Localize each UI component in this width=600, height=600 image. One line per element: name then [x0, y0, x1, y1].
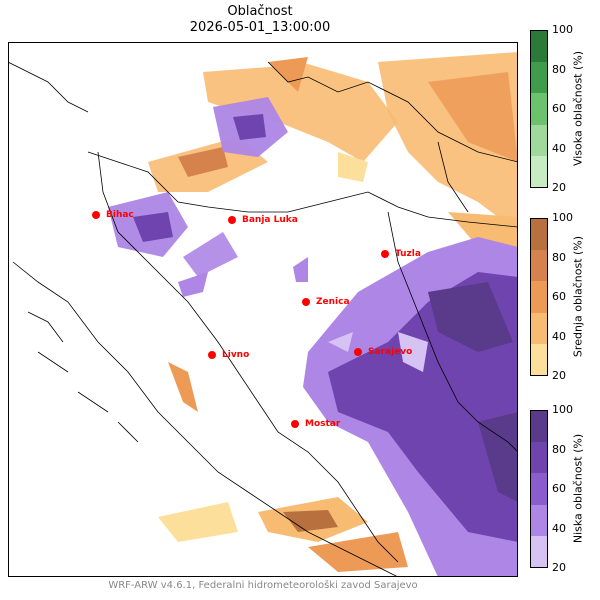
- colorbar-segment: [531, 218, 547, 251]
- city-tuzla[interactable]: Tuzla: [381, 249, 421, 259]
- colorbar-tick: 60: [552, 102, 566, 115]
- colorbar-tick: 40: [552, 141, 566, 155]
- footer-credit: WRF-ARW v4.6.1, Federalni hidrometeorolo…: [108, 580, 418, 591]
- colorbar-tick: 80: [552, 62, 566, 76]
- city-livno[interactable]: Livno: [208, 350, 249, 360]
- svg-text:Banja Luka: Banja Luka: [242, 215, 298, 225]
- colorbar-segment: [531, 535, 547, 567]
- colorbar-tick: 60: [552, 290, 566, 303]
- colorbar-segment: [531, 30, 547, 63]
- colorbar-tick: 40: [552, 521, 566, 535]
- colorbar-segment: [531, 343, 547, 375]
- map-title: Oblačnost: [227, 4, 293, 19]
- colorbar-segment: [531, 312, 547, 344]
- colorbar-tick: 100: [552, 23, 573, 36]
- colorbar-segment: [531, 410, 547, 443]
- city-markers: Bihac Banja Luka Tuzla Zenica Livno Sara…: [92, 210, 421, 429]
- colorbar-tick: 100: [552, 211, 573, 224]
- svg-text:Sarajevo: Sarajevo: [368, 347, 412, 357]
- colorbar-segment: [531, 124, 547, 156]
- map-canvas: Bihac Banja Luka Tuzla Zenica Livno Sara…: [8, 42, 518, 577]
- colorbar-tick: 20: [552, 561, 566, 574]
- medium-cloud-layer: [148, 52, 518, 572]
- city-banja-luka[interactable]: Banja Luka: [228, 215, 298, 225]
- low-cloud-layer: [108, 97, 518, 577]
- svg-text:Livno: Livno: [222, 350, 249, 360]
- city-zenica[interactable]: Zenica: [302, 297, 350, 307]
- colorbar-segment: [531, 155, 547, 187]
- colorbar-tick: 100: [552, 403, 573, 416]
- colorbar-2: [530, 410, 548, 568]
- svg-text:Tuzla: Tuzla: [395, 249, 421, 259]
- map-timestamp: 2026-05-01_13:00:00: [189, 20, 331, 35]
- colorbar-segment: [531, 281, 547, 313]
- colorbar-segment: [531, 504, 547, 536]
- colorbar-segment: [531, 93, 547, 125]
- svg-text:Zenica: Zenica: [316, 297, 350, 307]
- colorbar-tick: 80: [552, 442, 566, 456]
- colorbar-tick: 80: [552, 250, 566, 264]
- city-bihac[interactable]: Bihac: [92, 210, 134, 220]
- colorbar-label: Niska oblačnost (%): [571, 433, 585, 544]
- svg-text:Bihac: Bihac: [106, 210, 134, 220]
- colorbar-1: [530, 218, 548, 376]
- cloud-cover-map: Bihac Banja Luka Tuzla Zenica Livno Sara…: [8, 42, 518, 577]
- colorbar-segment: [531, 250, 547, 282]
- svg-text:Mostar: Mostar: [305, 419, 341, 429]
- colorbar-segment: [531, 473, 547, 505]
- colorbar-label: Srednja oblačnost (%): [571, 235, 585, 358]
- city-mostar[interactable]: Mostar: [291, 419, 341, 429]
- colorbar-tick: 40: [552, 329, 566, 343]
- city-sarajevo[interactable]: Sarajevo: [354, 347, 412, 357]
- colorbar-label: Visoka oblačnost (%): [571, 50, 585, 167]
- boundaries: [8, 61, 518, 577]
- colorbar-0: [530, 30, 548, 188]
- colorbar-segment: [531, 62, 547, 94]
- colorbar-segment: [531, 442, 547, 474]
- colorbar-tick: 60: [552, 482, 566, 495]
- colorbar-tick: 20: [552, 181, 566, 194]
- colorbar-tick: 20: [552, 369, 566, 382]
